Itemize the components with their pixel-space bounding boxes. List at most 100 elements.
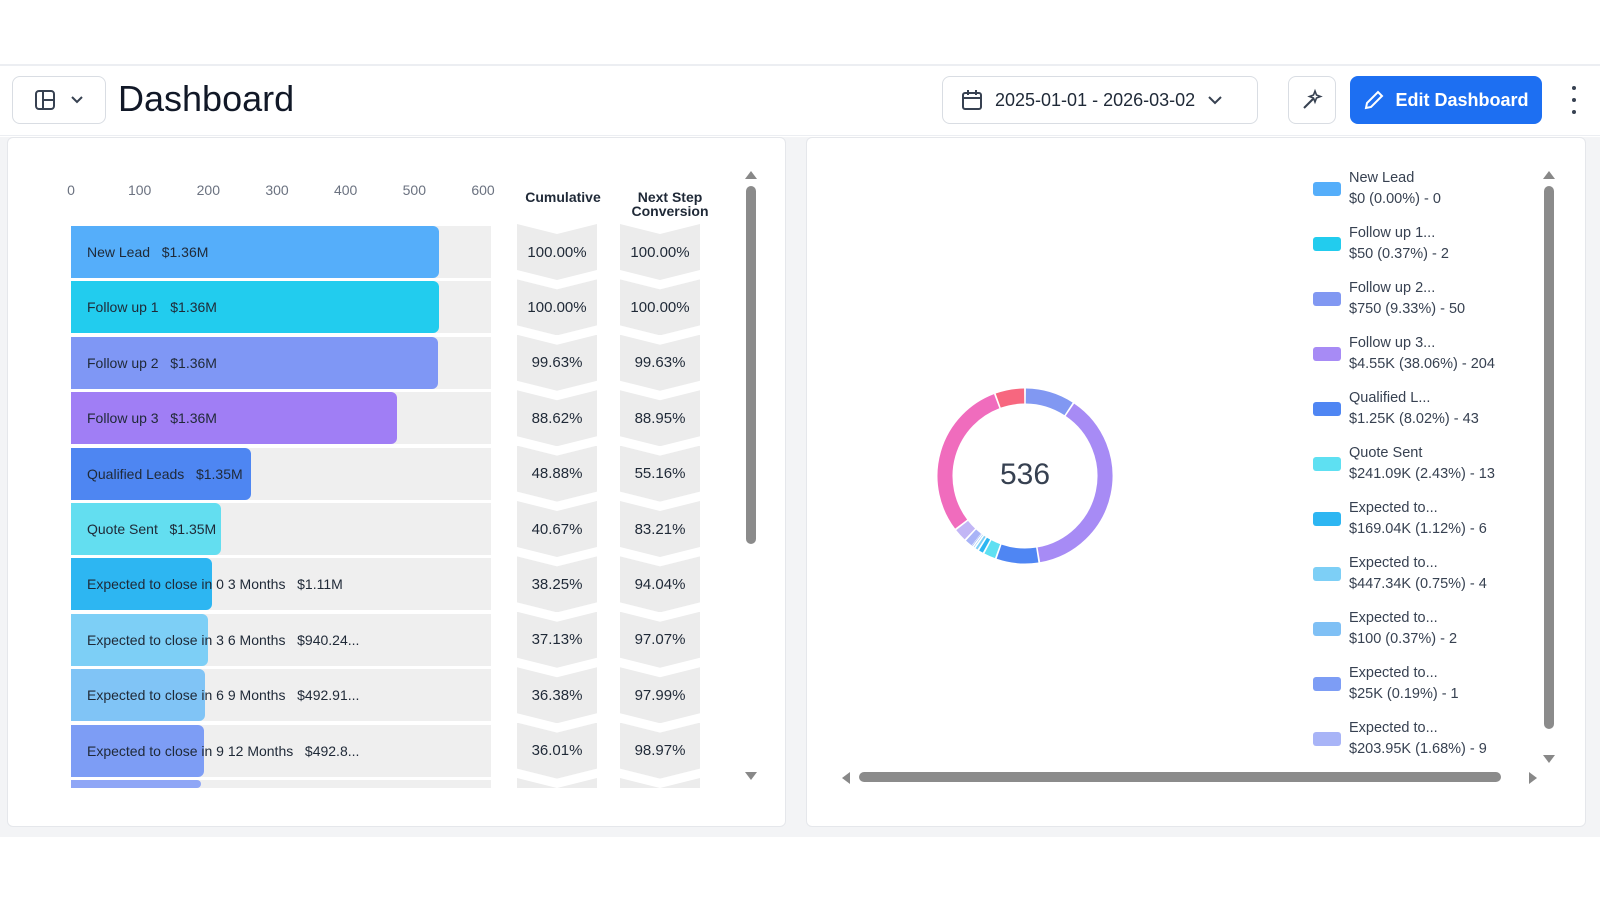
funnel-bar-amount: $1.11M bbox=[297, 576, 343, 593]
scroll-left-arrow[interactable] bbox=[842, 772, 850, 784]
legend-detail: $1.25K (8.02%) - 43 bbox=[1349, 411, 1479, 427]
layout-switcher-button[interactable] bbox=[12, 76, 106, 124]
legend-item[interactable]: Quote Sent $241.09K (2.43%) - 13 bbox=[1313, 443, 1495, 485]
next-step-value: 88.95% bbox=[620, 390, 700, 447]
axis-tick: 200 bbox=[196, 182, 221, 198]
funnel-bar[interactable]: Expected to close in 3 6 Months $940.24.… bbox=[71, 613, 359, 666]
next-step-value: 97.99% bbox=[620, 667, 700, 724]
chevron-down-icon bbox=[1208, 96, 1222, 105]
cumulative-value: 40.67% bbox=[517, 501, 597, 557]
funnel-bar-amount: $1.35M bbox=[169, 521, 217, 537]
funnel-bar-amount: $492.8... bbox=[304, 742, 360, 759]
donut-segment[interactable] bbox=[995, 388, 1025, 408]
legend-scroll-up-arrow[interactable] bbox=[1543, 171, 1555, 179]
legend-detail: $25K (0.19%) - 1 bbox=[1349, 686, 1459, 702]
funnel-bar[interactable]: Follow up 2 $1.36M bbox=[71, 336, 438, 389]
funnel-bar[interactable]: Quote Sent $1.35M bbox=[71, 503, 221, 555]
donut-segment[interactable] bbox=[956, 520, 976, 540]
next-step-value: 100.00% bbox=[620, 224, 700, 280]
cumulative-value: 38.25% bbox=[517, 556, 597, 613]
legend-item[interactable]: Expected to... $203.95K (1.68%) - 9 bbox=[1313, 718, 1487, 756]
legend-item[interactable]: Follow up 1... $50 (0.37%) - 2 bbox=[1313, 223, 1449, 265]
legend-detail: $203.95K (1.68%) - 9 bbox=[1349, 741, 1487, 756]
legend-detail: $4.55K (38.06%) - 204 bbox=[1349, 356, 1495, 372]
funnel-bar-label: Follow up 3 bbox=[87, 410, 159, 427]
legend-item[interactable]: New Lead $0 (0.00%) - 0 bbox=[1313, 168, 1441, 210]
horizontal-scrollbar[interactable] bbox=[859, 772, 1501, 782]
edit-dashboard-label: Edit Dashboard bbox=[1395, 89, 1529, 110]
cumulative-value bbox=[517, 778, 597, 788]
cumulative-value: 48.88% bbox=[517, 445, 597, 502]
next-step-value: 98.97% bbox=[620, 722, 700, 779]
more-options-icon[interactable] bbox=[1568, 86, 1580, 114]
legend-detail: $50 (0.37%) - 2 bbox=[1349, 246, 1449, 262]
legend-item[interactable]: Expected to... $447.34K (0.75%) - 4 bbox=[1313, 553, 1487, 595]
cumulative-header: Cumulative bbox=[525, 189, 601, 205]
axis-tick: 500 bbox=[402, 182, 427, 198]
donut-segment[interactable] bbox=[996, 544, 1039, 564]
funnel-bar[interactable] bbox=[71, 780, 202, 788]
funnel-bar-amount: $492.91... bbox=[297, 687, 360, 704]
funnel-bar-label: Expected to close in 0 3 Months bbox=[87, 576, 286, 593]
axis-tick: 300 bbox=[265, 182, 289, 198]
funnel-bar[interactable]: Qualified Leads $1.35M bbox=[71, 447, 251, 500]
legend-swatch bbox=[1313, 622, 1341, 636]
cumulative-value: 37.13% bbox=[517, 611, 597, 668]
edit-dashboard-button[interactable]: Edit Dashboard bbox=[1350, 76, 1542, 124]
legend-swatch bbox=[1313, 512, 1341, 526]
donut-segment[interactable] bbox=[966, 529, 981, 546]
donut-segment[interactable] bbox=[984, 540, 1001, 559]
legend-name: Follow up 2... bbox=[1349, 280, 1436, 296]
next-step-value: 94.04% bbox=[620, 556, 700, 613]
legend-name: Expected to... bbox=[1349, 720, 1438, 736]
funnel-bar-amount: $1.36M bbox=[161, 244, 209, 260]
cumulative-value: 99.63% bbox=[517, 334, 597, 391]
axis-tick: 100 bbox=[127, 182, 152, 198]
legend-name: Qualified L... bbox=[1349, 390, 1431, 406]
next-step-value bbox=[620, 778, 700, 788]
ai-sparkle-button[interactable] bbox=[1288, 76, 1336, 124]
axis-tick: 600 bbox=[471, 182, 495, 198]
next-step-header-line1: Next Step bbox=[637, 189, 703, 205]
next-step-value: 99.63% bbox=[620, 334, 700, 391]
legend-item[interactable]: Follow up 2... $750 (9.33%) - 50 bbox=[1313, 278, 1465, 320]
legend-scroll-down-arrow[interactable] bbox=[1543, 755, 1555, 763]
donut-segment[interactable] bbox=[937, 394, 1000, 529]
funnel-bar-label: Follow up 2 bbox=[87, 354, 159, 371]
donut-segment[interactable] bbox=[979, 537, 991, 553]
funnel-bar-amount: $1.36M bbox=[170, 299, 217, 316]
legend-item[interactable]: Follow up 3... $4.55K (38.06%) - 204 bbox=[1313, 333, 1495, 375]
legend-swatch bbox=[1313, 457, 1341, 471]
funnel-widget: 0 100 200 300 400 500 600 Cumulative Next Step… bbox=[7, 137, 786, 827]
layout-icon bbox=[35, 90, 55, 110]
legend-item[interactable]: Expected to... $100 (0.37%) - 2 bbox=[1313, 608, 1457, 650]
legend-detail: $169.04K (1.12%) - 6 bbox=[1349, 521, 1487, 537]
cumulative-value: 36.38% bbox=[517, 667, 597, 724]
scroll-right-arrow[interactable] bbox=[1529, 772, 1537, 784]
funnel-bar[interactable]: Expected to close in 0 3 Months $1.11M bbox=[71, 558, 343, 611]
dashboard-header: Dashboard 2025-01-01 - 2026-03-02 Edit D… bbox=[0, 64, 1600, 136]
legend-item[interactable]: Qualified L... $1.25K (8.02%) - 43 bbox=[1313, 388, 1479, 430]
donut-segment[interactable] bbox=[1025, 388, 1073, 416]
donut-segment[interactable] bbox=[1037, 403, 1113, 563]
funnel-vertical-scrollbar[interactable] bbox=[746, 186, 756, 544]
scroll-down-arrow[interactable] bbox=[745, 772, 757, 780]
funnel-bar[interactable]: Expected to close in 6 9 Months $492.91.… bbox=[71, 669, 359, 722]
chevron-down-icon bbox=[71, 96, 83, 104]
legend-item[interactable]: Expected to... $169.04K (1.12%) - 6 bbox=[1313, 498, 1487, 540]
legend-swatch bbox=[1313, 237, 1341, 251]
scroll-up-arrow[interactable] bbox=[745, 171, 757, 179]
funnel-bar[interactable]: Follow up 3 $1.36M bbox=[71, 392, 398, 445]
cumulative-value: 100.00% bbox=[517, 224, 597, 280]
funnel-bar[interactable]: New Lead $1.36M bbox=[71, 226, 440, 278]
donut-segment[interactable] bbox=[975, 535, 986, 550]
legend-item[interactable]: Expected to... $25K (0.19%) - 1 bbox=[1313, 663, 1459, 705]
date-range-picker[interactable]: 2025-01-01 - 2026-03-02 bbox=[942, 76, 1258, 124]
funnel-bar[interactable]: Follow up 1 $1.36M bbox=[71, 281, 440, 334]
legend-vertical-scrollbar[interactable] bbox=[1544, 186, 1554, 729]
legend-swatch bbox=[1313, 347, 1341, 361]
legend-name: Quote Sent bbox=[1349, 445, 1423, 461]
funnel-bar[interactable]: Expected to close in 9 12 Months $492.8.… bbox=[71, 724, 359, 777]
legend-name: Follow up 3... bbox=[1349, 335, 1436, 351]
sparkle-wand-icon bbox=[1303, 88, 1323, 109]
